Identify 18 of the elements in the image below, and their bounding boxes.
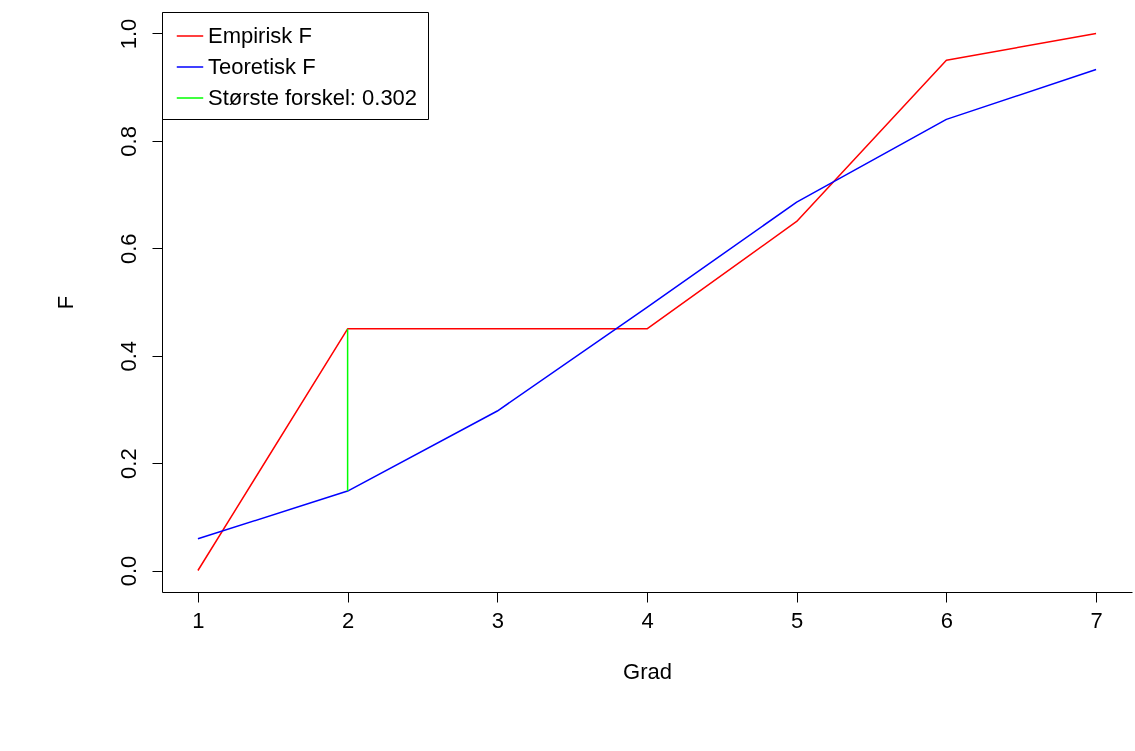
x-axis-title: Grad [623,658,672,684]
x-tick-label: 1 [192,607,205,633]
x-tick-label: 7 [1090,607,1103,633]
y-tick-label: 0.8 [115,126,141,157]
legend-label: Teoretisk F [208,54,316,79]
x-tick-label: 2 [341,607,355,633]
legend-label: Største forskel: 0.302 [208,85,418,110]
legend-label: Empirisk F [208,23,312,48]
y-tick-label: 0.6 [115,233,141,265]
y-tick-label: 1.0 [115,18,141,50]
x-tick-label: 5 [791,607,804,633]
x-tick-label: 3 [491,607,504,633]
y-axis-title: F [52,295,78,310]
y-tick-label: 0.2 [115,448,141,479]
y-tick-label: 0.0 [115,555,141,587]
y-tick-label: 0.4 [115,340,141,372]
x-tick-label: 4 [641,607,654,633]
x-tick-label: 6 [940,607,954,633]
